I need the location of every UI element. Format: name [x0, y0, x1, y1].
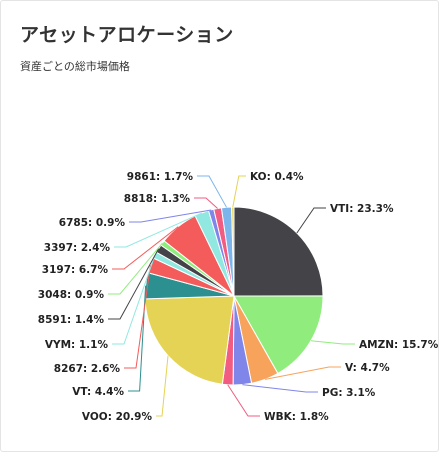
connector-v: [265, 366, 341, 380]
connector-amzn: [310, 340, 355, 345]
data-label-vym: VYM: 1.1%: [45, 339, 109, 351]
data-label-ko: KO: 0.4%: [250, 171, 304, 183]
connector-vym: [112, 255, 156, 345]
data-label-wbk: WBK: 1.8%: [264, 411, 329, 423]
connector-9861: [197, 175, 227, 208]
connector-wbk: [227, 384, 260, 417]
pie-slice-voo[interactable]: [144, 295, 235, 385]
connector-8267: [124, 265, 151, 369]
connector-6785: [129, 209, 212, 223]
data-label-9861: 9861: 1.7%: [127, 171, 194, 183]
connector-ko: [232, 175, 246, 208]
pie-slice-vti[interactable]: [233, 206, 324, 297]
data-label-voo: VOO: 20.9%: [82, 411, 153, 423]
connector-3397: [114, 212, 202, 248]
data-label-3197: 3197: 6.7%: [42, 264, 109, 276]
data-label-6785: 6785: 0.9%: [59, 217, 126, 229]
data-label-pg: PG: 3.1%: [322, 387, 376, 399]
data-label-vt: VT: 4.4%: [72, 386, 124, 398]
data-label-amzn: AMZN: 15.7%: [359, 339, 439, 351]
connector-8818: [194, 197, 218, 209]
data-label-8818: 8818: 1.3%: [124, 193, 191, 205]
connector-vti: [296, 207, 326, 234]
pie-connectors: [108, 175, 355, 417]
connector-voo: [156, 355, 169, 417]
data-label-8267: 8267: 2.6%: [54, 363, 121, 375]
data-label-vti: VTI: 23.3%: [330, 203, 394, 215]
connector-3048: [108, 242, 163, 295]
connector-pg: [242, 384, 318, 393]
connector-8591: [108, 248, 160, 320]
data-label-3048: 3048: 0.9%: [38, 289, 105, 301]
data-label-v: V: 4.7%: [345, 362, 390, 374]
connector-vt: [128, 285, 147, 392]
data-label-3397: 3397: 2.4%: [44, 242, 111, 254]
connector-3197: [112, 226, 179, 270]
data-label-8591: 8591: 1.4%: [38, 314, 105, 326]
card-subtitle: 資産ごとの総市場価格: [20, 60, 130, 73]
pie-slices: [144, 206, 324, 386]
card-title: アセットアロケーション: [20, 24, 234, 46]
pie-labels: VTI: 23.3% AMZN: 15.7% V: 4.7% PG: 3.1% WBK:…: [38, 171, 439, 423]
